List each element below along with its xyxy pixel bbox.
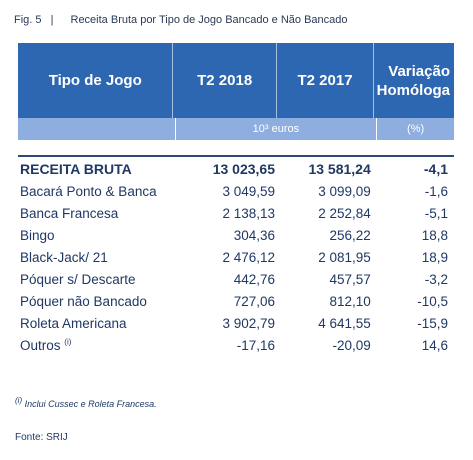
row-t2-2018: 3 902,79 [222,315,276,331]
header-variacao-line1: Variação [388,62,450,80]
row-name: Roleta Americana [20,315,127,331]
row-name: Black-Jack/ 21 [20,249,108,265]
source-note: Fonte: SRIJ [15,432,68,443]
row-variation: -5,1 [424,205,448,221]
footnote-marker: (i) [64,337,72,346]
units-money: 10³ euros [174,118,377,140]
row-name: RECEITA BRUTA [20,161,132,177]
row-variation: -4,1 [423,161,448,177]
row-t2-2018: 13 023,65 [212,161,276,177]
row-t2-2017: -20,09 [332,337,371,353]
figure-number: Fig. 5 [14,14,42,26]
table-body: RECEITA BRUTA 13 023,65 13 581,24 -4,1 B… [18,158,454,356]
row-name-cell: Outros (i) [18,338,173,353]
header-variacao-homologa: Variação Homóloga [373,43,454,118]
row-variation: 18,9 [421,249,448,265]
header-rule [18,155,454,157]
units-percent: (%) [376,118,454,140]
footnote: (i) Inclui Cussec e Roleta Francesa. [15,396,157,410]
row-t2-2018: 3 049,59 [222,183,276,199]
row-name: Bingo [20,227,55,243]
units-row: 10³ euros (%) [18,118,454,140]
row-t2-2018: 2 476,12 [222,249,276,265]
row-t2-2018: 442,76 [233,271,276,287]
revenue-table: Tipo de Jogo T2 2018 T2 2017 Variação Ho… [18,43,454,356]
row-t2-2017: 2 081,95 [318,249,371,265]
footnote-text: Inclui Cussec e Roleta Francesa. [22,399,157,409]
header-t2-2017: T2 2017 [275,43,373,118]
row-name: Póquer s/ Descarte [20,271,136,287]
table-row: Black-Jack/ 21 2 476,12 2 081,95 18,9 [18,246,454,268]
row-variation: -10,5 [417,293,448,309]
row-t2-2017: 13 581,24 [308,161,371,177]
header-t2-2018: T2 2018 [172,43,275,118]
caption-separator: | [50,14,54,26]
row-name: Bacará Ponto & Banca [20,183,157,199]
row-name: Banca Francesa [20,205,119,221]
row-name: Póquer não Bancado [20,293,147,309]
row-t2-2017: 256,22 [329,227,371,243]
row-variation: -3,2 [424,271,448,287]
header-variacao-line2: Homóloga [376,81,450,99]
table-row: Banca Francesa 2 138,13 2 252,84 -5,1 [18,202,454,224]
table-row: Póquer não Bancado 727,06 812,10 -10,5 [18,290,454,312]
table-row: Outros (i) -17,16 -20,09 14,6 [18,334,454,356]
header-tipo-de-jogo: Tipo de Jogo [48,72,142,89]
row-variation: 14,6 [421,337,448,353]
row-t2-2017: 3 099,09 [318,183,371,199]
row-variation: -1,6 [424,183,448,199]
header-variacao-label: Variação Homóloga [377,62,450,100]
footnote-mark: (i) [15,396,23,405]
table-row: Roleta Americana 3 902,79 4 641,55 -15,9 [18,312,454,334]
units-empty-cell [18,118,175,140]
row-t2-2017: 812,10 [329,293,371,309]
figure-caption: Fig. 5 | Receita Bruta por Tipo de Jogo … [14,14,348,26]
table-row-total: RECEITA BRUTA 13 023,65 13 581,24 -4,1 [18,158,454,180]
row-t2-2018: 727,06 [233,293,276,309]
table-row: Póquer s/ Descarte 442,76 457,57 -3,2 [18,268,454,290]
row-t2-2018: 2 138,13 [222,205,276,221]
row-t2-2018: 304,36 [233,227,276,243]
row-variation: -15,9 [417,315,448,331]
row-t2-2018: -17,16 [236,337,276,353]
row-t2-2017: 457,57 [329,271,371,287]
table-header: Tipo de Jogo T2 2018 T2 2017 Variação Ho… [18,43,454,118]
table-row: Bingo 304,36 256,22 18,8 [18,224,454,246]
figure-title: Receita Bruta por Tipo de Jogo Bancado e… [70,14,348,26]
row-variation: 18,8 [421,227,448,243]
row-t2-2017: 2 252,84 [318,205,371,221]
row-t2-2017: 4 641,55 [318,315,371,331]
row-name: Outros [20,337,61,353]
table-row: Bacará Ponto & Banca 3 049,59 3 099,09 -… [18,180,454,202]
